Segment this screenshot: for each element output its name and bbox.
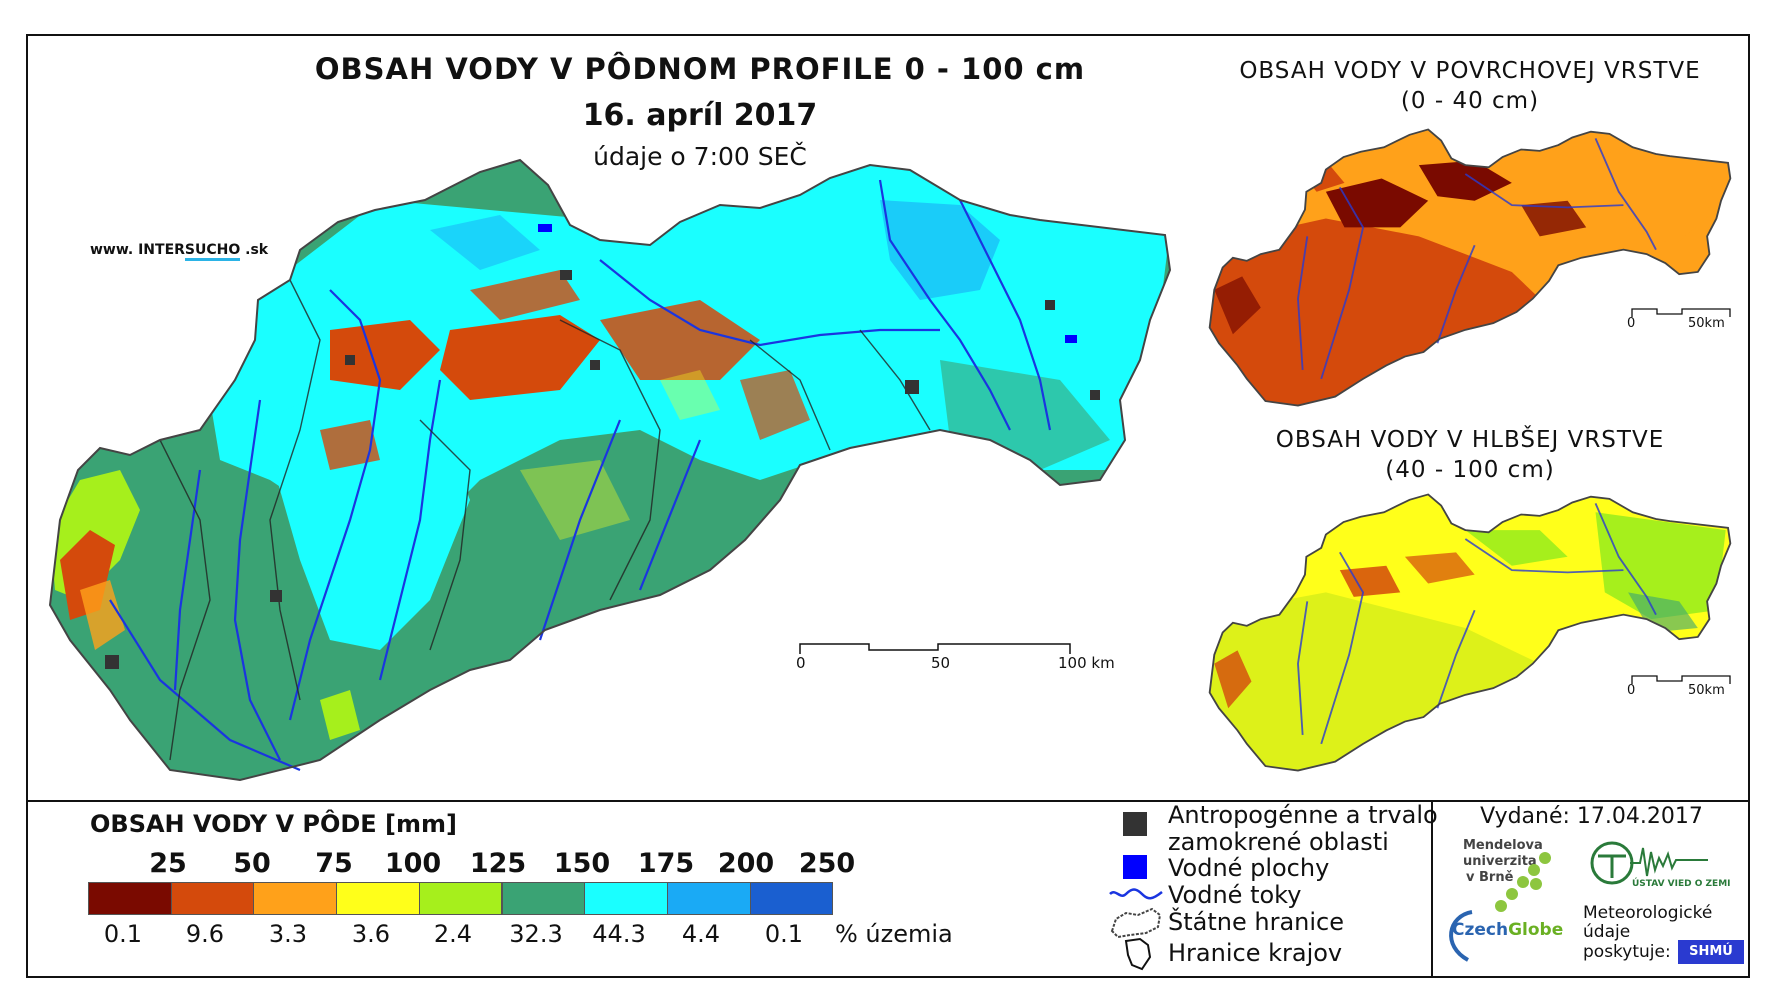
legend-value: 75 (315, 848, 353, 879)
key-water-bodies: Vodné plochy (1168, 854, 1330, 882)
legend-percent-unit: % územia (835, 920, 953, 948)
inset-surface-title: OBSAH VODY V POVRCHOVEJ VRSTVE (1239, 58, 1701, 84)
uvgz-logo-text: ÚSTAV VIED O ZEMI (1632, 879, 1731, 889)
legend-percent: 32.3 (509, 920, 563, 948)
legend-percent: 9.6 (185, 920, 225, 948)
map-date: 16. apríl 2017 (582, 98, 818, 133)
key-region-border: Hranice krajov (1168, 939, 1343, 967)
legend-value: 175 (637, 848, 695, 879)
met-provider-line2: údaje (1583, 922, 1631, 942)
legend-swatch (501, 882, 586, 915)
map-time: údaje o 7:00 SEČ (593, 142, 807, 171)
legend-value: 250 (798, 848, 856, 879)
legend-swatch (749, 882, 834, 915)
logo-divider (1431, 800, 1433, 978)
czechglobe-swoosh-logo (1449, 910, 1473, 962)
region-border-icon (1124, 937, 1152, 971)
legend-swatch (584, 882, 668, 915)
key-anthropogenic-line1: Antropogénne a trvalo (1168, 801, 1438, 829)
scale-label: 0 (1627, 316, 1636, 331)
issued-date: Vydané: 17.04.2017 (1480, 804, 1703, 829)
mendel-logo-line3: v Brně (1466, 870, 1514, 885)
mendel-logo-line1: Mendelova (1463, 838, 1543, 853)
key-anthropogenic-line2: zamokrené oblasti (1168, 828, 1389, 856)
key-rivers: Vodné toky (1168, 881, 1302, 909)
mendel-dots-logo (1495, 852, 1551, 912)
key-state-border: Štátne hranice (1168, 908, 1344, 936)
met-provider-line3: poskytuje: (1583, 942, 1671, 962)
scale-label: 100 km (1058, 654, 1115, 672)
inset-deep-title: OBSAH VODY V HLBŠEJ VRSTVE (1275, 427, 1665, 453)
legend-value: 125 (469, 848, 527, 879)
legend-value: 100 (384, 848, 442, 879)
legend-swatch (418, 882, 503, 915)
legend-percent: 3.6 (351, 920, 391, 948)
met-provider-line1: Meteorologické (1583, 903, 1713, 923)
legend-value: 25 (149, 848, 187, 879)
inset-deep-map (1208, 493, 1732, 772)
inset-deep-scale-bar (1631, 675, 1731, 684)
legend-swatch (88, 882, 172, 915)
legend-percent: 2.4 (433, 920, 473, 948)
scale-label: 50 (931, 654, 951, 672)
water-body-swatch (1123, 855, 1147, 879)
legend-value: 200 (717, 848, 775, 879)
legend-swatch (170, 882, 255, 915)
state-border-icon (1110, 907, 1162, 939)
website-label: www. INTERSUCHO .sk (90, 242, 268, 261)
scale-label: 0 (796, 654, 806, 672)
legend-percent: 44.3 (592, 920, 646, 948)
legend-value: 50 (233, 848, 271, 879)
scale-label: 50km (1688, 683, 1725, 698)
scale-label: 50km (1688, 316, 1725, 331)
inset-surface-scale-bar (1631, 308, 1731, 317)
map-title: OBSAH VODY V PÔDNOM PROFILE 0 - 100 cm (314, 52, 1086, 86)
legend-value: 150 (553, 848, 611, 879)
legend-percent: 3.3 (268, 920, 308, 948)
legend-swatch (666, 882, 751, 915)
scale-label: 0 (1627, 683, 1636, 698)
legend-percent: 0.1 (764, 920, 804, 948)
legend-swatch (253, 882, 338, 915)
shmu-logo: SHMÚ (1678, 940, 1744, 964)
legend-swatch (336, 882, 420, 915)
anthropogenic-swatch (1123, 812, 1147, 836)
main-scale-bar (799, 643, 1071, 654)
legend-divider (26, 800, 1750, 802)
legend-title: OBSAH VODY V PÔDE [mm] (90, 810, 458, 838)
inset-deep-depth: (40 - 100 cm) (1385, 457, 1555, 483)
mendel-logo-line2: univerzita (1463, 854, 1537, 869)
uvgz-logo (1590, 841, 1708, 885)
inset-surface-map (1208, 128, 1732, 407)
czechglobe-logo: CzechGlobe (1452, 920, 1564, 940)
legend-percent: 0.1 (103, 920, 143, 948)
inset-surface-depth: (0 - 40 cm) (1400, 88, 1540, 114)
river-line-icon (1109, 888, 1163, 900)
legend-percent: 4.4 (681, 920, 721, 948)
